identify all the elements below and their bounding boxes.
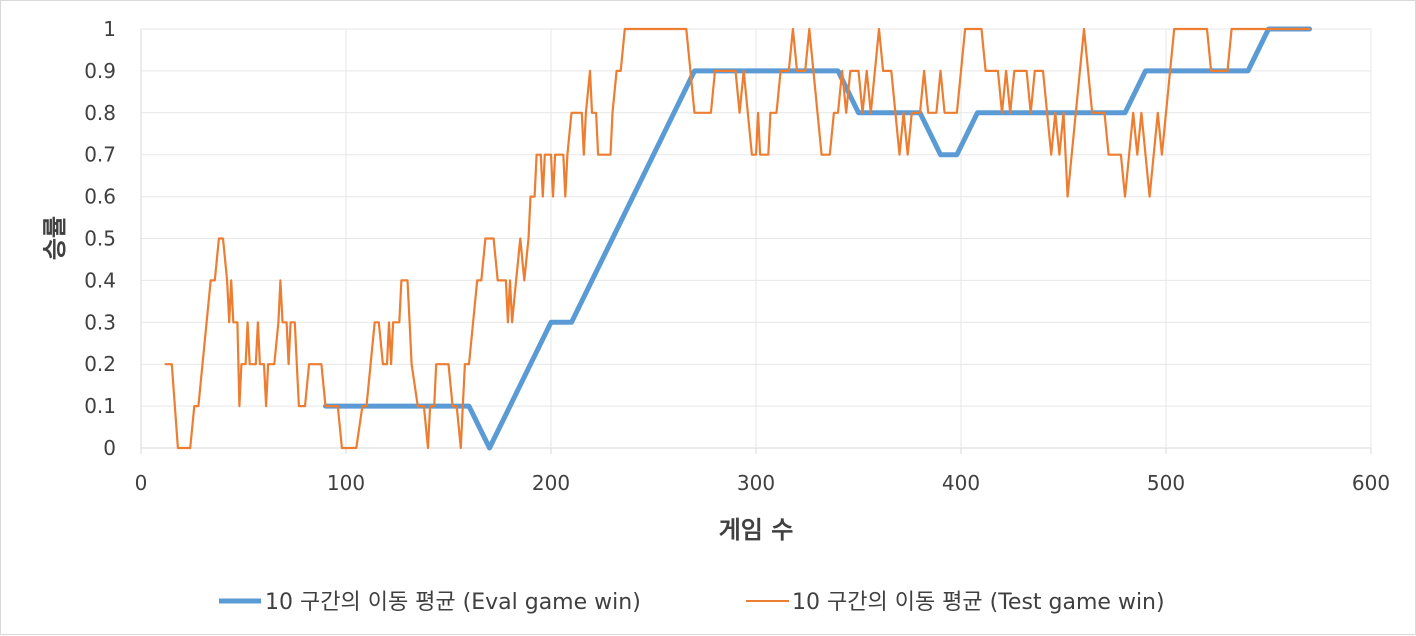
y-tick-label: 0.1: [84, 394, 116, 418]
legend: 10 구간의 이동 평균 (Eval game win) 10 구간의 이동 평…: [219, 590, 1165, 615]
x-tick-label: 500: [1147, 471, 1185, 495]
x-tick-label: 600: [1352, 471, 1390, 495]
series-lines: [164, 26, 1312, 451]
x-axis-title: 게임 수: [719, 516, 794, 544]
y-tick-label: 0.3: [84, 310, 116, 334]
y-tick-label: 0.4: [84, 268, 116, 292]
legend-label-test: 10 구간의 이동 평균 (Test game win): [792, 590, 1165, 615]
y-tick-label: 0.8: [84, 101, 116, 125]
x-tick-label: 100: [327, 471, 365, 495]
series-line-test: [164, 27, 1311, 450]
legend-label-eval: 10 구간의 이동 평균 (Eval game win): [265, 590, 641, 615]
y-tick-label: 0.2: [84, 352, 116, 376]
y-tick-label: 0: [103, 436, 116, 460]
series-line-eval: [323, 26, 1312, 451]
y-tick-label: 0.6: [84, 185, 116, 209]
x-tick-label: 200: [532, 471, 570, 495]
y-axis-ticks: 0 0.1 0.2 0.3 0.4 0.5 0.6 0.7 0.8 0.9 1: [84, 17, 116, 460]
y-axis-title: 승률: [41, 216, 69, 260]
x-tick-label: 400: [942, 471, 980, 495]
x-axis-ticks: 0 100 200 300 400 500 600: [135, 471, 1390, 495]
y-tick-label: 0.9: [84, 59, 116, 83]
x-tick-label: 300: [737, 471, 775, 495]
y-tick-label: 0.7: [84, 143, 116, 167]
x-tick-label: 0: [135, 471, 148, 495]
y-tick-label: 0.5: [84, 227, 116, 251]
y-tick-label: 1: [103, 17, 116, 41]
grid-lines: [140, 28, 1372, 454]
